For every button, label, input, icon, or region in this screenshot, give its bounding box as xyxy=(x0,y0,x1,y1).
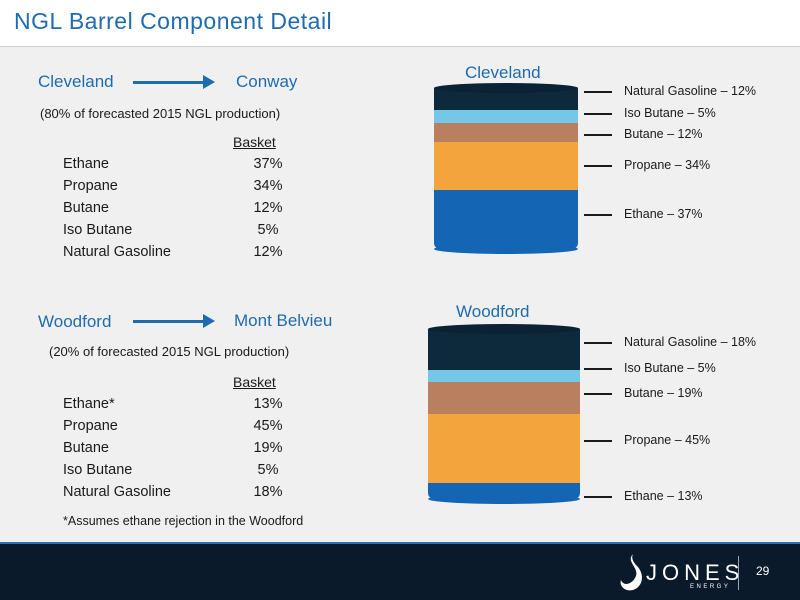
component-value: 5% xyxy=(257,222,279,238)
component-value: 18% xyxy=(253,484,283,500)
legend-line xyxy=(584,393,612,395)
barrel-segment-butane xyxy=(434,123,578,142)
component-name: Propane xyxy=(63,178,118,194)
barrel-segment-propane xyxy=(428,414,580,483)
legend-line xyxy=(584,496,612,498)
cleveland-component-table: Ethane 37% Propane 34% Butane 12% Iso Butan… xyxy=(63,153,303,263)
table-row: Butane 19% xyxy=(63,437,303,459)
cleveland-basket-header: Basket xyxy=(233,134,276,150)
legend-line xyxy=(584,165,612,167)
barrel-segment-iso-butane xyxy=(434,110,578,123)
footer-divider xyxy=(738,556,739,590)
legend-line xyxy=(584,113,612,115)
component-value: 34% xyxy=(253,178,283,194)
table-row: Iso Butane 5% xyxy=(63,459,303,481)
component-name: Ethane xyxy=(63,156,109,172)
legend-propane: Propane – 45% xyxy=(624,433,711,447)
route-destination-conway: Conway xyxy=(236,72,298,91)
barrel-segment-propane xyxy=(434,142,578,190)
legend-butane: Butane – 19% xyxy=(624,386,703,400)
component-value: 19% xyxy=(253,440,283,456)
component-name: Iso Butane xyxy=(63,462,133,478)
woodford-barrel xyxy=(428,324,580,504)
table-row: Propane 34% xyxy=(63,175,303,197)
table-row: Natural Gasoline 18% xyxy=(63,481,303,503)
route-origin-woodford: Woodford xyxy=(38,312,112,331)
component-value: 5% xyxy=(257,462,279,478)
barrel-segment-natural-gasoline xyxy=(428,329,580,370)
woodford-barrel-label: Woodford xyxy=(456,302,530,321)
logo-wordmark: JONES xyxy=(646,560,745,585)
legend-iso-butane: Iso Butane – 5% xyxy=(624,361,716,375)
cleveland-barrel xyxy=(434,83,578,254)
barrel-segment-natural-gasoline xyxy=(434,88,578,110)
ethane-footnote: *Assumes ethane rejection in the Woodfor… xyxy=(63,514,304,528)
legend-line xyxy=(584,342,612,344)
legend-butane: Butane – 12% xyxy=(624,127,703,141)
component-name: Iso Butane xyxy=(63,222,133,238)
legend-propane: Propane – 34% xyxy=(624,158,711,172)
route-destination-mont-belvieu: Mont Belvieu xyxy=(234,311,333,330)
table-row: Ethane* 13% xyxy=(63,393,303,415)
woodford-basket-header: Basket xyxy=(233,374,276,390)
component-value: 45% xyxy=(253,418,283,434)
content-background xyxy=(0,47,800,542)
table-row: Iso Butane 5% xyxy=(63,219,303,241)
route-arrow-icon xyxy=(133,75,215,89)
footer-bar xyxy=(0,542,800,600)
cleveland-subtitle: (80% of forecasted 2015 NGL production) xyxy=(40,106,281,121)
barrel-bottom xyxy=(434,244,578,254)
logo-subtext: ENERGY xyxy=(690,584,731,590)
barrel-top xyxy=(428,324,580,334)
barrel-segment-butane xyxy=(428,382,580,414)
legend-line xyxy=(584,91,612,93)
barrel-bottom xyxy=(428,494,580,504)
table-row: Ethane 37% xyxy=(63,153,303,175)
footer-accent-line xyxy=(0,542,800,544)
woodford-subtitle: (20% of forecasted 2015 NGL production) xyxy=(49,344,290,359)
woodford-component-table: Ethane* 13% Propane 45% Butane 19% Iso Buta… xyxy=(63,393,303,503)
legend-iso-butane: Iso Butane – 5% xyxy=(624,106,716,120)
component-name: Butane xyxy=(63,440,109,456)
legend-ethane: Ethane – 13% xyxy=(624,489,703,503)
component-name: Butane xyxy=(63,200,109,216)
table-row: Butane 12% xyxy=(63,197,303,219)
table-row: Propane 45% xyxy=(63,415,303,437)
legend-line xyxy=(584,214,612,216)
cleveland-barrel-label: Cleveland xyxy=(465,63,541,82)
legend-natural-gasoline: Natural Gasoline – 12% xyxy=(624,84,757,98)
title-divider xyxy=(0,46,800,47)
legend-line xyxy=(584,134,612,136)
barrel-top xyxy=(434,83,578,93)
legend-line xyxy=(584,368,612,370)
component-value: 13% xyxy=(253,396,283,412)
component-name: Propane xyxy=(63,418,118,434)
page-number: 29 xyxy=(756,564,770,578)
jones-energy-logo-icon xyxy=(620,554,642,591)
table-row: Natural Gasoline 12% xyxy=(63,241,303,263)
route-arrow-icon xyxy=(133,314,215,328)
legend-line xyxy=(584,440,612,442)
component-name: Ethane* xyxy=(63,396,115,412)
component-value: 12% xyxy=(253,244,283,260)
barrel-segment-iso-butane xyxy=(428,370,580,382)
component-name: Natural Gasoline xyxy=(63,244,171,260)
component-value: 12% xyxy=(253,200,283,216)
legend-natural-gasoline: Natural Gasoline – 18% xyxy=(624,335,757,349)
route-origin-cleveland: Cleveland xyxy=(38,72,114,91)
legend-ethane: Ethane – 37% xyxy=(624,207,703,221)
component-name: Natural Gasoline xyxy=(63,484,171,500)
component-value: 37% xyxy=(253,156,283,172)
slide-title: NGL Barrel Component Detail xyxy=(14,8,333,34)
